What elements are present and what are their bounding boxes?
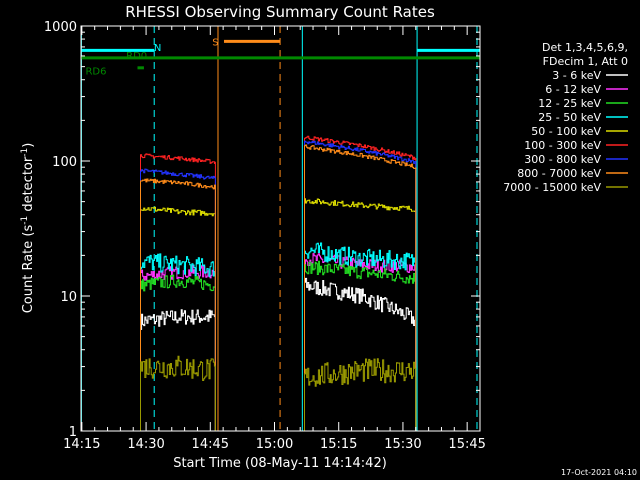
series-trace [304,358,417,431]
x-tick-label: 15:30 [384,437,421,452]
series-trace [140,153,216,431]
legend-header-line-2: FDecim 1, Att 0 [543,55,628,68]
series-trace [304,277,417,431]
x-tick-label: 14:30 [127,437,164,452]
legend-entry-label: 7000 - 15000 keV [503,181,601,194]
y-axis-label-main: Count Rate (s [21,225,36,314]
series-0 [140,277,417,431]
series-trace [140,355,216,431]
series-2 [140,260,417,431]
y-tick-label: 1 [69,425,77,440]
series-5 [140,135,417,431]
legend-entry-label: 100 - 300 keV [524,139,601,152]
series-trace [140,265,216,431]
series-8 [140,355,417,431]
legend-entry-label: 25 - 50 keV [538,111,601,124]
series-4 [140,198,417,431]
series-7 [140,144,417,431]
y-tick-label: 10 [60,290,77,305]
series-1 [140,253,417,431]
legend-entry-label: 3 - 6 keV [552,69,601,82]
y-axis-label-sup1: -1 [20,216,30,225]
series-trace [304,242,417,431]
series-trace [140,178,216,431]
legend-entry-label: 300 - 800 keV [524,153,601,166]
series-trace [140,274,216,431]
y-tick-label: 1000 [44,20,77,35]
y-axis-label-end: ) [21,143,36,148]
series-trace [304,135,417,431]
legend-entry-label: 800 - 7000 keV [517,167,601,180]
x-tick-label: 15:15 [320,437,357,452]
legend-entry-label: 6 - 12 keV [545,83,601,96]
legend-header-line-1: Det 1,3,4,5,6,9, [542,41,628,54]
series-lines [140,135,417,431]
legend: Det 1,3,4,5,6,9, FDecim 1, Att 0 3 - 6 k… [503,41,628,194]
x-tick-label: 14:45 [192,437,229,452]
footer-date: 17-Oct-2021 04:10 [561,468,637,477]
series-trace [140,253,216,431]
series-trace [304,198,417,431]
series-trace [140,206,216,431]
legend-entry-label: 12 - 25 keV [538,97,601,110]
plot-frame [80,25,481,432]
state-bar-label: N [154,43,161,54]
y-axis-label: Count Rate (s-1 detector-1) [20,143,36,314]
y-axis-label-mid: detector [21,156,36,216]
y-tick-label: 100 [52,155,77,170]
y-axis-label-sup2: -1 [20,148,30,157]
series-6 [140,140,417,431]
series-trace [304,260,417,431]
legend-entry-label: 50 - 100 keV [531,125,601,138]
series-trace [140,309,216,431]
series-trace [304,253,417,431]
state-bar-label: S [212,37,218,48]
y-axis: 1 10 100 1000 [44,20,480,440]
state-bar-label: RD6 [85,66,106,77]
state-bar-label: RD0 [126,51,147,62]
series-trace [304,144,417,431]
x-tick-label: 15:00 [256,437,293,452]
series-trace [304,140,417,431]
x-axis: 14:15 14:30 14:45 15:00 15:15 15:30 15:45 [63,26,486,452]
x-tick-label: 15:45 [448,437,485,452]
x-tick-label: 14:15 [63,437,100,452]
chart-title: RHESSI Observing Summary Count Rates [125,3,435,21]
series-3 [140,242,417,431]
x-axis-label: Start Time (08-May-11 14:14:42) [173,456,387,471]
attenuator-bars [81,39,480,70]
bar-labels: N S RD0 RD6 [85,37,218,77]
series-trace [140,168,216,431]
